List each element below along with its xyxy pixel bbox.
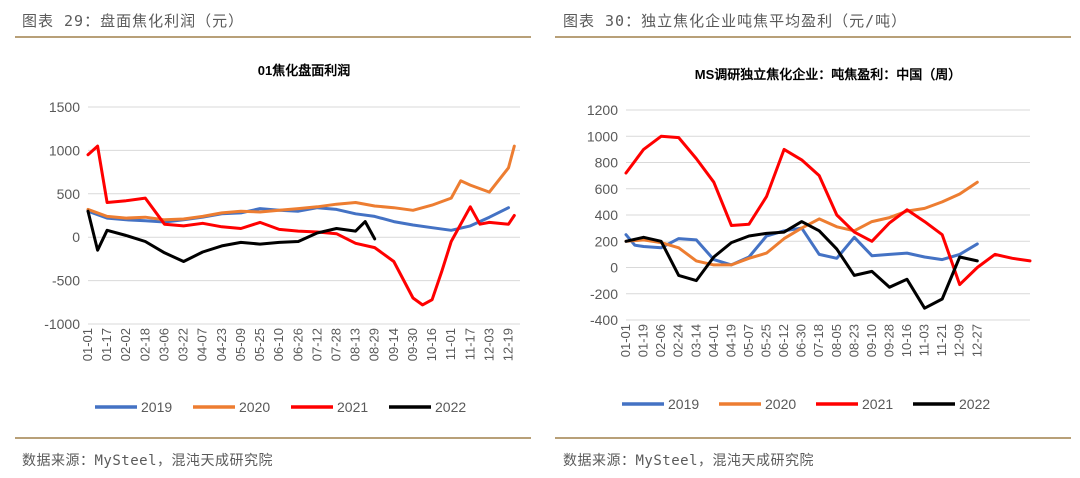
legend-label-2021: 2021: [862, 396, 893, 412]
x-tick-label: 09-30: [405, 328, 420, 361]
y-tick-label: 800: [595, 155, 619, 171]
x-tick-label: 06-30: [794, 324, 809, 357]
x-tick-label: 01-19: [636, 324, 651, 357]
x-tick-label: 05-09: [233, 328, 248, 361]
y-tick-label: 600: [595, 181, 619, 197]
series-line-2022: [624, 220, 979, 310]
x-tick-label: 07-28: [328, 328, 343, 361]
legend-label-2019: 2019: [668, 396, 699, 412]
x-tick-label: 06-12: [776, 324, 791, 357]
legend-label-2022: 2022: [435, 399, 466, 415]
right-source-note: 数据来源：MySteel，混沌天成研究院: [563, 453, 815, 469]
x-tick-label: 05-07: [741, 324, 756, 357]
x-tick-label: 01-17: [99, 328, 114, 361]
left-header-rule: [15, 36, 531, 38]
chart-title: 01焦化盘面利润: [258, 63, 350, 78]
x-tick-label: 12-19: [501, 328, 516, 361]
x-tick-label: 10-16: [899, 324, 914, 357]
x-tick-label: 07-12: [309, 328, 324, 361]
x-tick-label: 12-03: [481, 328, 496, 361]
series-line-2020: [86, 144, 516, 222]
x-tick-label: 03-22: [176, 328, 191, 361]
x-tick-label: 01-01: [618, 324, 633, 357]
x-tick-label: 06-10: [271, 328, 286, 361]
series-line-2020: [624, 180, 979, 267]
x-tick-label: 11-21: [934, 324, 949, 356]
series-line-2019: [86, 206, 510, 232]
right-footer-rule: [555, 437, 1071, 439]
x-tick-label: 04-23: [214, 328, 229, 361]
x-tick-label: 08-29: [367, 328, 382, 361]
left-panel-title: 图表 29：盘面焦化利润（元）: [22, 12, 245, 30]
x-tick-label: 04-07: [195, 328, 210, 361]
legend-label-2020: 2020: [765, 396, 796, 412]
x-tick-label: 09-28: [881, 324, 896, 357]
x-tick-label: 09-10: [864, 324, 879, 357]
y-tick-label: 1200: [587, 102, 618, 118]
x-tick-label: 05-25: [759, 324, 774, 357]
x-tick-label: 12-09: [952, 324, 967, 357]
chart-title: MS调研独立焦化企业：吨焦盈利：中国（周）: [695, 67, 962, 82]
series-line-2021: [86, 144, 516, 307]
y-tick-label: -500: [52, 273, 80, 289]
left-footer-rule: [15, 437, 531, 439]
x-tick-label: 08-13: [348, 328, 363, 361]
x-tick-label: 02-18: [137, 328, 152, 361]
x-tick-label: 11-01: [443, 328, 458, 360]
independent-coking-profit-chart: MS调研独立焦化企业：吨焦盈利：中国（周） 1200 1000 800 600 400 20…: [587, 67, 1032, 412]
series-line-2021: [624, 134, 1032, 287]
x-tick-label: 11-03: [917, 324, 932, 356]
x-tick-label: 02-24: [671, 324, 686, 357]
y-tick-label: 1500: [49, 99, 80, 115]
x-tick-label: 08-05: [829, 324, 844, 357]
x-tick-label: 11-17: [462, 328, 477, 360]
x-tick-label: 04-01: [706, 324, 721, 357]
series-line-2019: [624, 226, 979, 267]
y-tick-label: 500: [57, 186, 81, 202]
right-panel-title: 图表 30：独立焦化企业吨焦平均盈利（元/吨）: [563, 12, 908, 30]
y-tick-label: -200: [590, 286, 618, 302]
x-tick-label: 02-02: [118, 328, 133, 361]
x-tick-label: 08-23: [846, 324, 861, 357]
legend-label-2022: 2022: [959, 396, 990, 412]
y-tick-label: -400: [590, 312, 618, 328]
left-source-note: 数据来源：MySteel，混沌天成研究院: [22, 453, 274, 469]
y-tick-label: 200: [595, 233, 619, 249]
x-tick-label: 09-14: [386, 328, 401, 361]
x-tick-label: 12-27: [969, 324, 984, 357]
x-tick-label: 04-19: [723, 324, 738, 357]
y-tick-label: 1000: [49, 142, 80, 158]
y-tick-label: 0: [72, 229, 80, 245]
y-tick-label: 400: [595, 207, 619, 223]
legend-label-2020: 2020: [239, 399, 270, 415]
x-tick-label: 02-06: [653, 324, 668, 357]
y-tick-label: -1000: [44, 316, 80, 332]
x-tick-label: 03-06: [156, 328, 171, 361]
y-tick-label: 0: [610, 260, 618, 276]
x-tick-label: 05-25: [252, 328, 267, 361]
legend-label-2019: 2019: [141, 399, 172, 415]
x-tick-label: 10-16: [424, 328, 439, 361]
x-tick-label: 07-18: [811, 324, 826, 357]
x-tick-label: 06-26: [290, 328, 305, 361]
legend-label-2021: 2021: [337, 399, 368, 415]
right-header-rule: [555, 36, 1071, 38]
y-tick-label: 1000: [587, 128, 618, 144]
x-tick-label: 03-14: [688, 324, 703, 357]
series-line-2022: [86, 209, 377, 263]
x-tick-label: 01-01: [80, 328, 95, 361]
